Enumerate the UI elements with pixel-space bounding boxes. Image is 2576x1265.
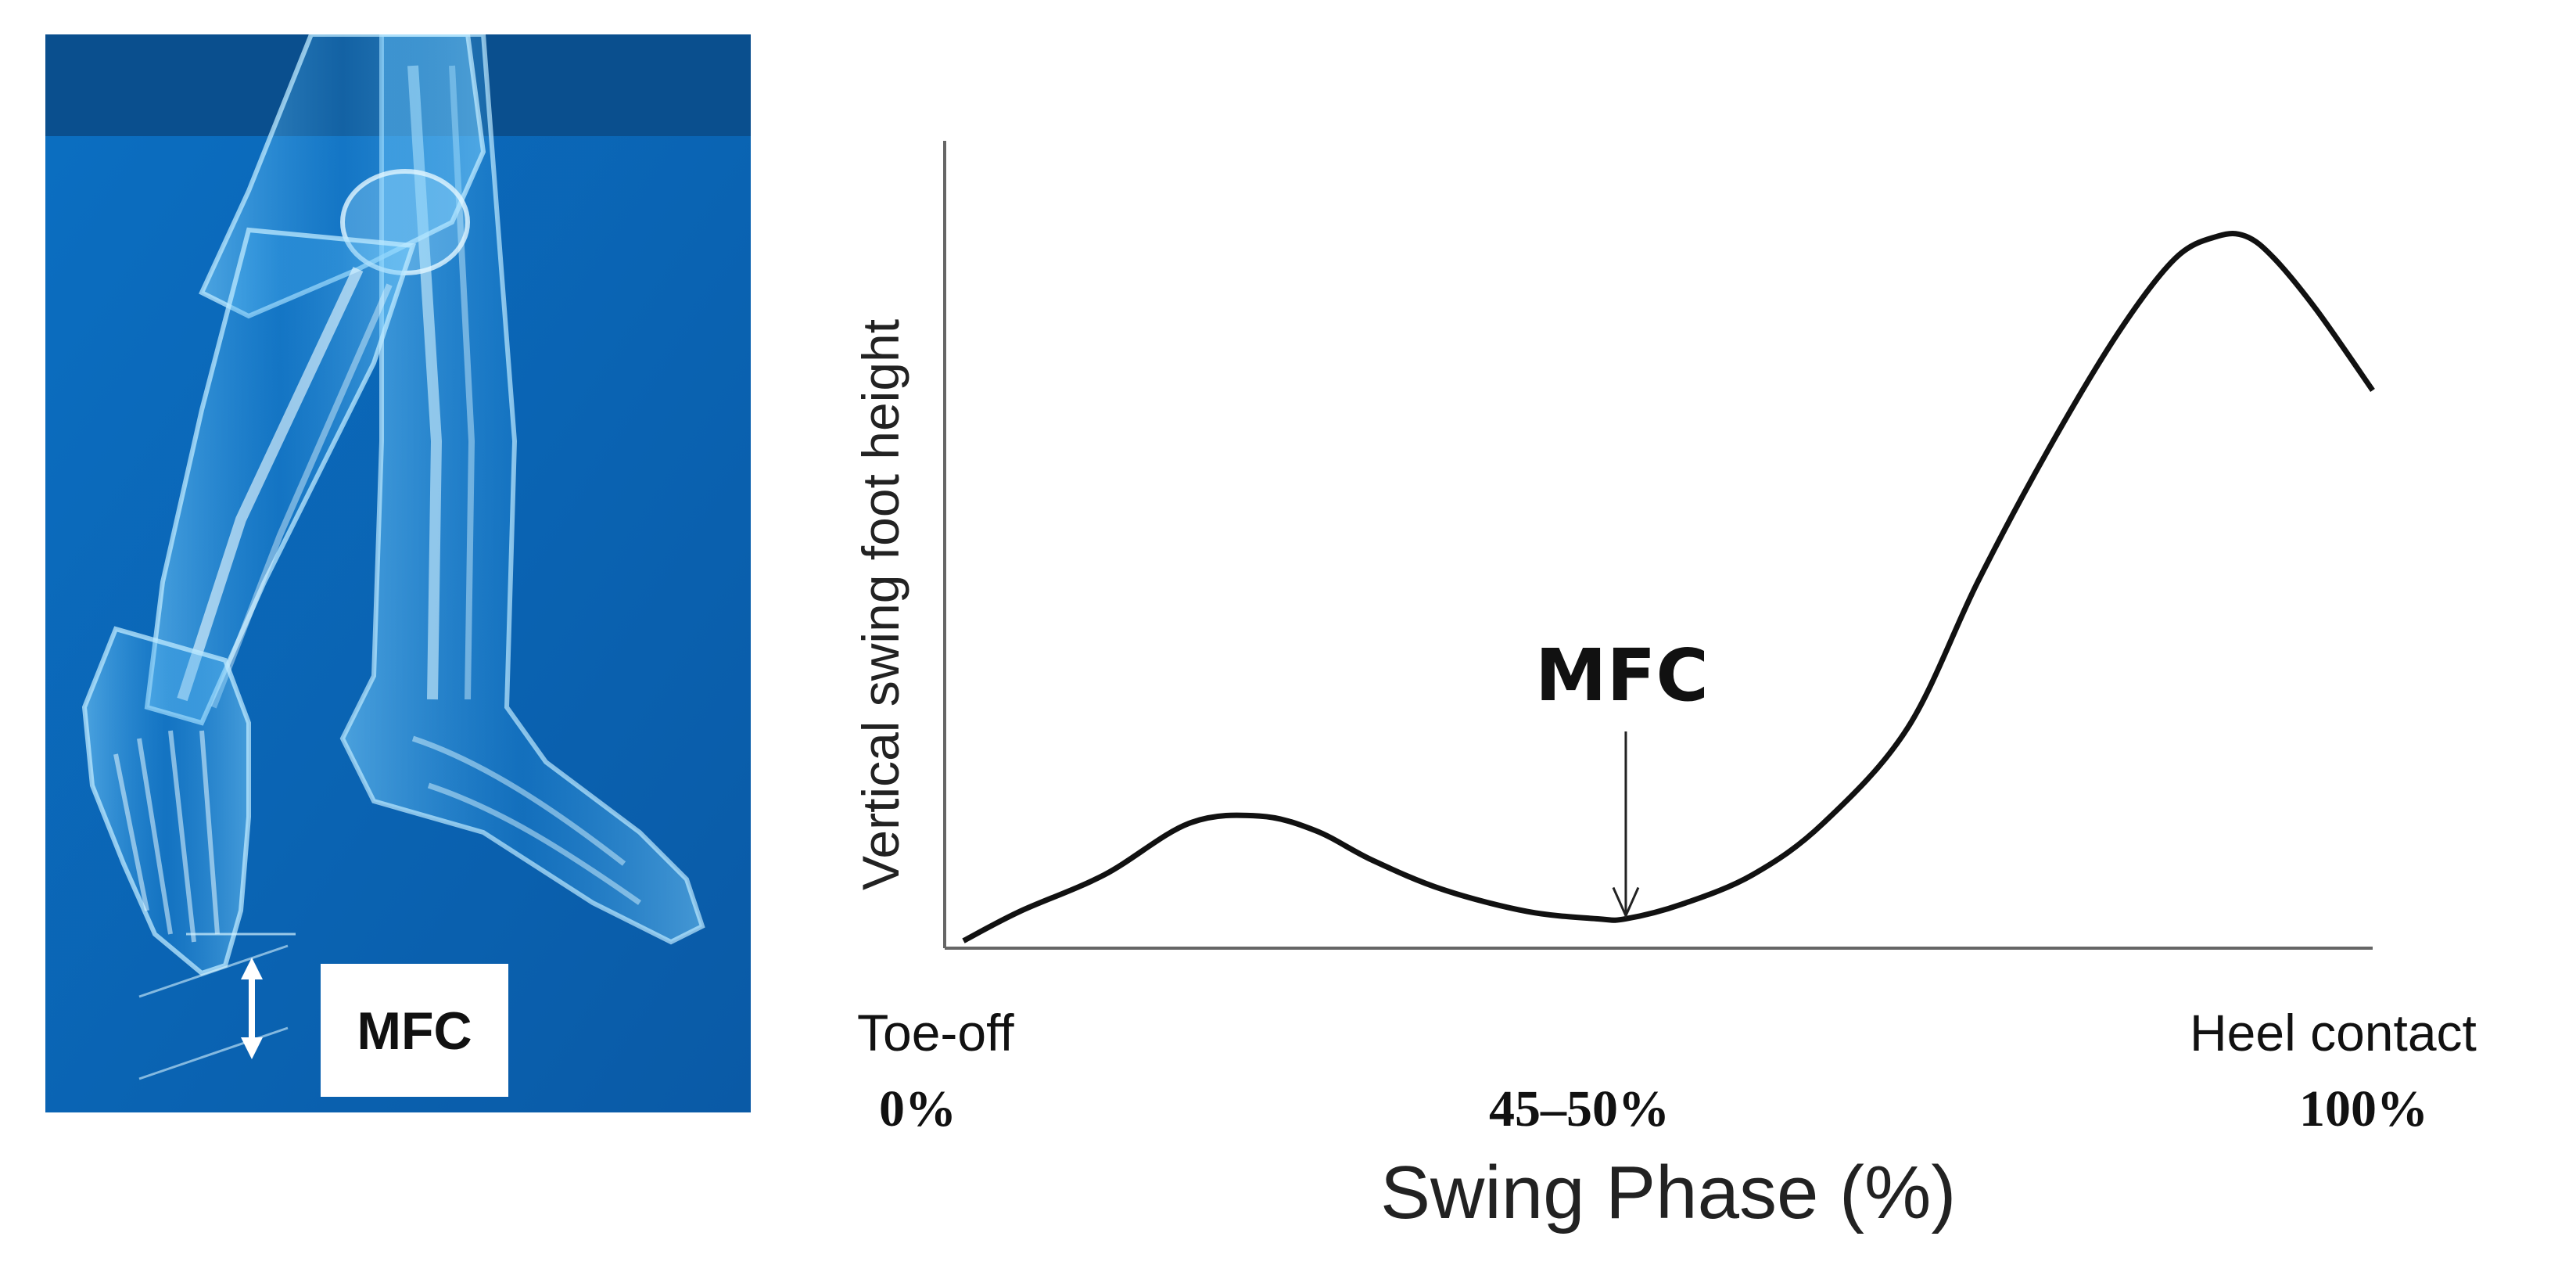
chart: Vertical swing foot height MFC Toe-off H… bbox=[782, 0, 2576, 1265]
toe-off-label: Toe-off bbox=[857, 1004, 1014, 1062]
mfc-label: MFC bbox=[357, 1001, 472, 1061]
mfc-label-box bbox=[321, 964, 508, 1097]
leg-illustration: MFC bbox=[45, 34, 751, 1112]
tick-label-100: 100% bbox=[2299, 1080, 2428, 1137]
leg-xray-image: MFC bbox=[45, 34, 751, 1112]
heel-contact-label: Heel contact bbox=[2190, 1004, 2477, 1062]
mfc-annotation: MFC bbox=[1535, 634, 1709, 717]
tick-label-0: 0% bbox=[879, 1080, 956, 1137]
tick-label-45-50: 45–50% bbox=[1489, 1080, 1670, 1137]
swing-foot-height-curve bbox=[962, 230, 2375, 943]
x-axis-title: Swing Phase (%) bbox=[1380, 1151, 1957, 1234]
y-axis-title: Vertical swing foot height bbox=[852, 318, 909, 890]
chart-svg bbox=[943, 141, 2375, 950]
mfc-arrow-head bbox=[1612, 886, 1640, 919]
